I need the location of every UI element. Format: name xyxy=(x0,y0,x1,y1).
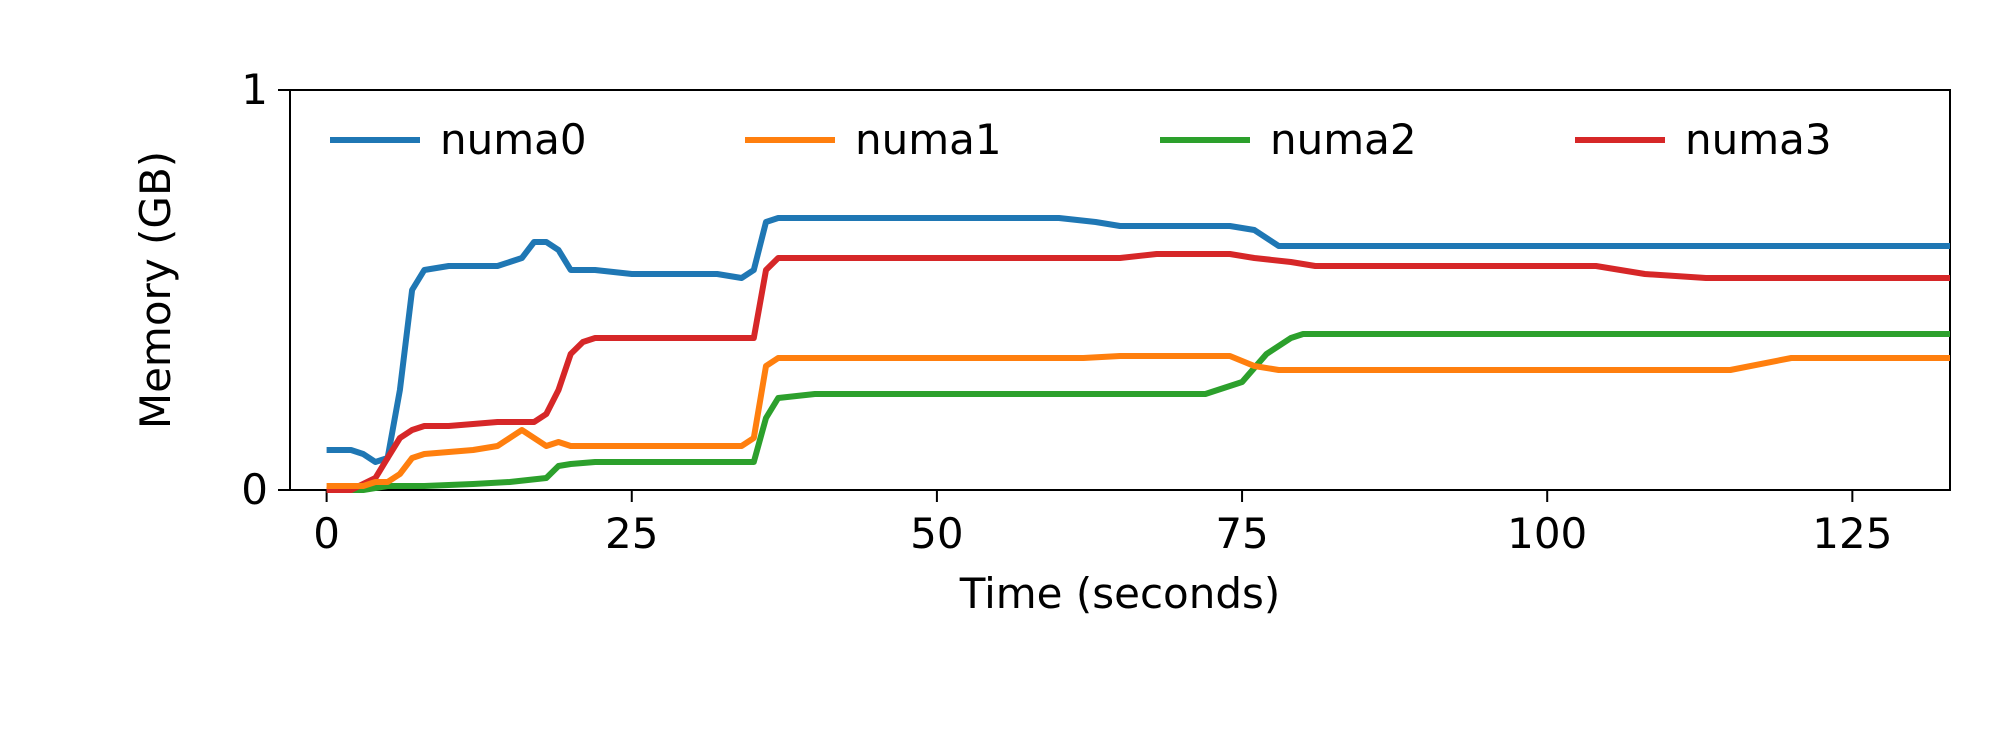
x-tick-label: 50 xyxy=(910,509,963,558)
x-tick-label: 100 xyxy=(1507,509,1587,558)
memory-time-chart: 0 25 50 75 100 125 0 1 Time (seconds) Memory (GB)… xyxy=(0,0,2000,750)
y-tick-label: 1 xyxy=(241,65,268,114)
legend-label-numa2: numa2 xyxy=(1270,115,1417,164)
legend-label-numa0: numa0 xyxy=(440,115,587,164)
legend-label-numa3: numa3 xyxy=(1685,115,1832,164)
x-tick-label: 25 xyxy=(605,509,658,558)
x-axis-label: Time (seconds) xyxy=(959,569,1281,618)
y-tick-label: 0 xyxy=(241,465,268,514)
x-tick-label: 0 xyxy=(313,509,340,558)
legend-label-numa1: numa1 xyxy=(855,115,1002,164)
x-tick-label: 125 xyxy=(1812,509,1892,558)
y-axis-label: Memory (GB) xyxy=(131,151,180,429)
chart-svg: 0 25 50 75 100 125 0 1 Time (seconds) Memory (GB)… xyxy=(0,0,2000,750)
x-tick-label: 75 xyxy=(1215,509,1268,558)
